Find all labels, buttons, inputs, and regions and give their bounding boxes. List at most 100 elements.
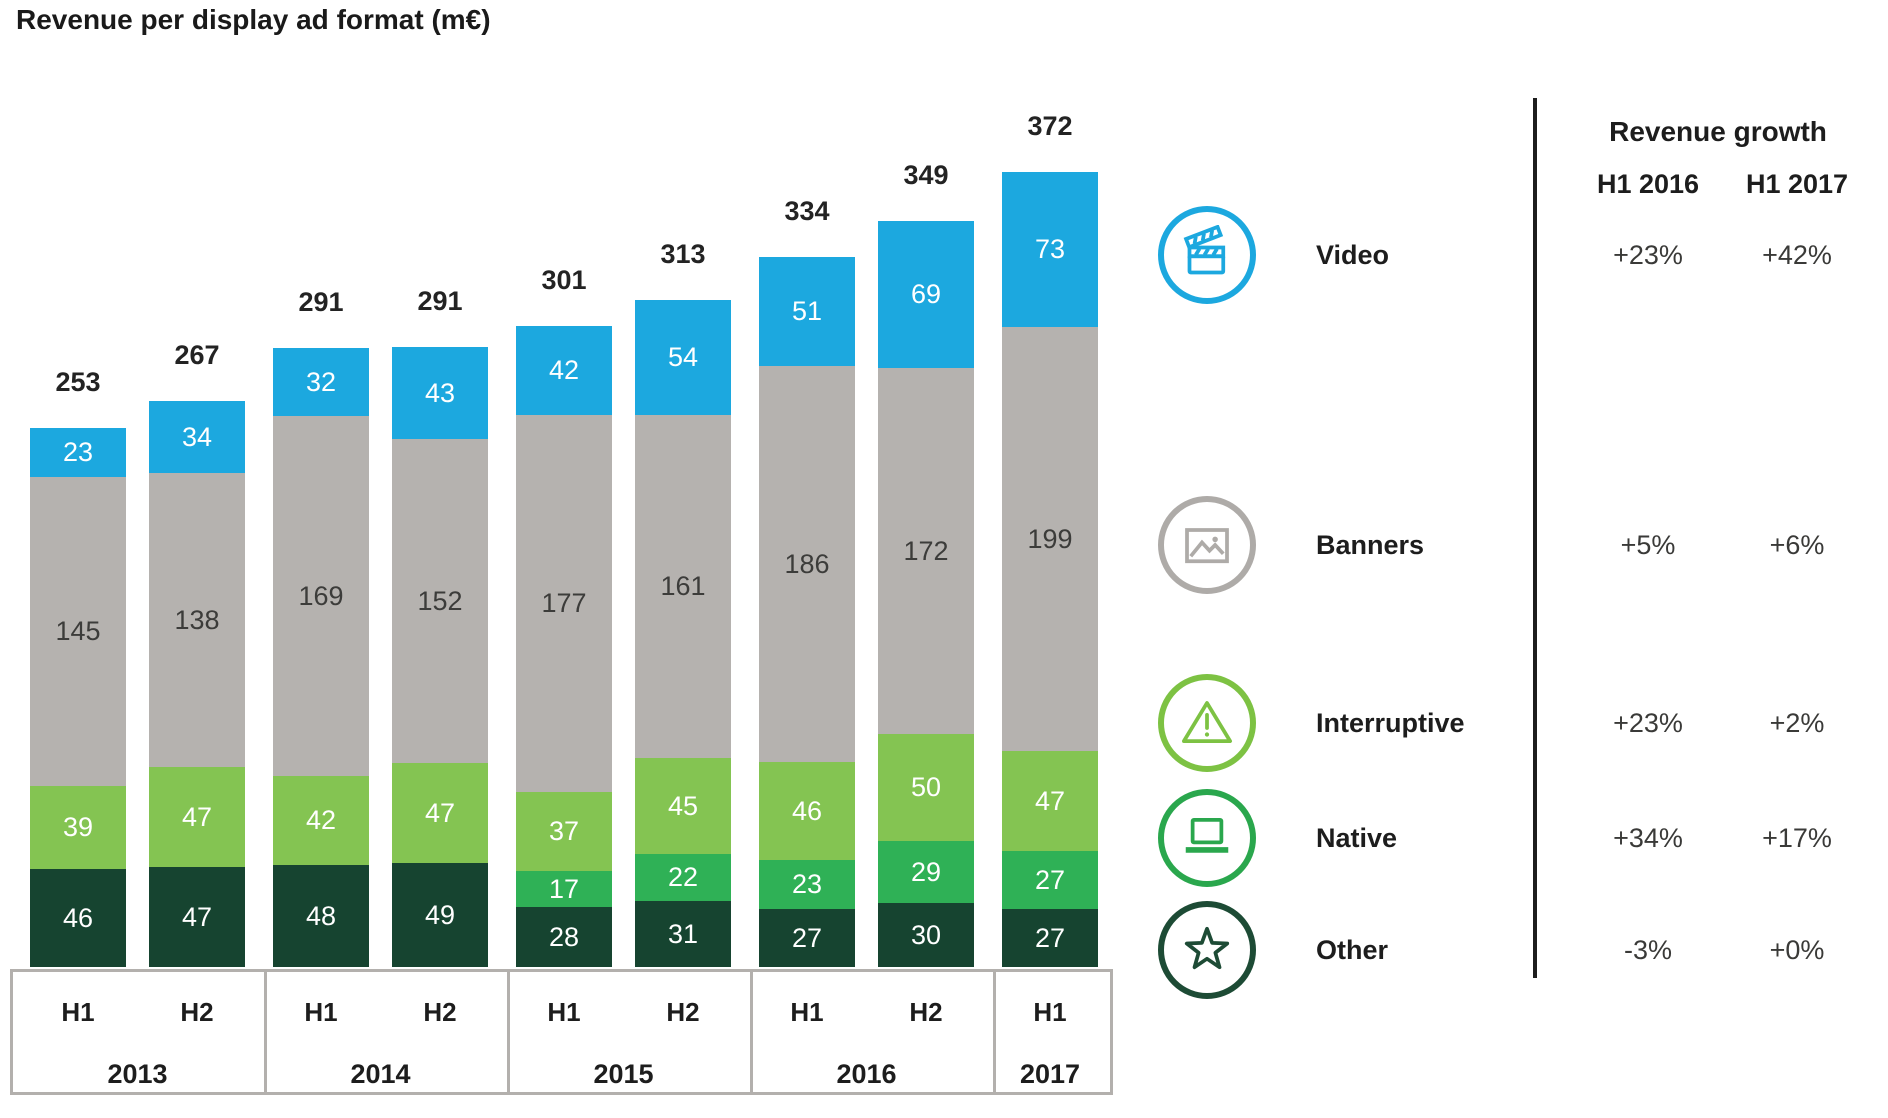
segment-interruptive: 42 (273, 776, 369, 865)
growth-value-banners-h1-2016: +5% (1620, 530, 1676, 560)
segment-value: 43 (424, 377, 456, 408)
bar-h2-2013: 47 47 138 34 (149, 401, 245, 967)
axis-year-label: 2014 (350, 1059, 411, 1089)
segment-video: 43 (392, 347, 488, 439)
segment-value: 34 (181, 421, 213, 452)
segment-other: 31 (635, 901, 731, 967)
segment-banners: 161 (635, 415, 731, 758)
growth-column-h1-2016: H1 2016 (1596, 169, 1700, 199)
bar-total-label: 267 (174, 340, 220, 370)
bar-h1-2014: 48 42 169 32 (273, 348, 369, 967)
segment-video: 23 (30, 428, 126, 477)
bar-h1-2013: 46 39 145 23 (30, 428, 126, 967)
segment-value: 152 (417, 585, 463, 616)
axis-group-separator (264, 972, 267, 1092)
segment-interruptive: 45 (635, 758, 731, 854)
segment-other: 27 (1002, 909, 1098, 967)
bar-h1-2015: 28 17 37 177 42 (516, 326, 612, 967)
segment-video: 34 (149, 401, 245, 473)
x-axis-box: H1 H2 2013 H1 H2 2014 H1 H2 2015 H1 H2 2016 H1 2017 (10, 969, 1113, 1095)
segment-value: 37 (548, 816, 580, 846)
segment-value: 45 (667, 790, 699, 821)
axis-group-separator (993, 972, 996, 1092)
segment-value: 22 (667, 862, 699, 892)
segment-banners: 172 (878, 368, 974, 734)
legend-label-interruptive: Interruptive (1316, 708, 1465, 738)
axis-group-separator (750, 972, 753, 1092)
segment-value: 49 (424, 899, 456, 930)
segment-value: 39 (62, 812, 94, 842)
warning-triangle-icon (1158, 674, 1256, 772)
bar-total-label: 253 (55, 367, 101, 397)
segment-video: 54 (635, 300, 731, 415)
segment-value: 54 (667, 342, 699, 372)
segment-value: 138 (174, 604, 220, 635)
axis-half-label: H1 (547, 997, 581, 1027)
axis-half-label: H1 (304, 997, 338, 1027)
bar-h2-2016: 30 29 50 172 69 (878, 221, 974, 967)
segment-interruptive: 47 (392, 763, 488, 863)
growth-value-banners-h1-2017: +6% (1769, 530, 1825, 560)
segment-video: 42 (516, 326, 612, 415)
growth-value-other-h1-2017: +0% (1769, 935, 1825, 965)
axis-year-label: 2015 (593, 1059, 654, 1089)
growth-value-video-h1-2016: +23% (1613, 240, 1683, 270)
segment-value: 48 (305, 900, 337, 931)
legend-label-native: Native (1316, 823, 1398, 853)
segment-interruptive: 37 (516, 792, 612, 871)
segment-value: 17 (548, 873, 580, 904)
segment-value: 50 (910, 772, 942, 802)
segment-video: 73 (1002, 172, 1098, 327)
segment-banners: 145 (30, 477, 126, 786)
stacked-bar-plot: 46 39 145 23 253 47 47 138 34 267 48 42 169 32 291 49 47… (30, 113, 1098, 967)
axis-half-label: H2 (666, 997, 700, 1027)
segment-value: 186 (784, 548, 830, 579)
segment-native: 17 (516, 871, 612, 907)
segment-value: 47 (181, 801, 213, 832)
legend-label-other: Other (1316, 935, 1389, 965)
segment-other: 28 (516, 907, 612, 967)
segment-value: 169 (298, 580, 344, 611)
segment-value: 23 (791, 869, 823, 899)
axis-half-label: H1 (61, 997, 95, 1027)
growth-value-native-h1-2017: +17% (1762, 823, 1832, 853)
segment-other: 27 (759, 909, 855, 967)
segment-other: 46 (30, 869, 126, 967)
segment-other: 47 (149, 867, 245, 967)
segment-value: 42 (305, 805, 337, 835)
segment-value: 145 (55, 616, 101, 646)
segment-banners: 138 (149, 473, 245, 767)
segment-value: 27 (1034, 864, 1066, 895)
segment-banners: 199 (1002, 327, 1098, 751)
segment-value: 51 (791, 296, 823, 326)
star-icon (1158, 901, 1256, 999)
axis-year-label: 2013 (107, 1059, 168, 1089)
segment-banners: 186 (759, 366, 855, 762)
segment-banners: 169 (273, 416, 369, 776)
growth-value-other-h1-2016: -3% (1623, 935, 1672, 965)
growth-value-interruptive-h1-2016: +23% (1613, 708, 1683, 738)
segment-value: 30 (910, 919, 942, 950)
image-icon (1158, 496, 1256, 594)
segment-banners: 152 (392, 439, 488, 763)
segment-native: 27 (1002, 851, 1098, 909)
segment-value: 47 (424, 797, 456, 828)
axis-year-label: 2017 (1019, 1059, 1081, 1089)
segment-other: 49 (392, 863, 488, 967)
bar-total-label: 291 (298, 287, 344, 317)
legend-divider (1533, 98, 1537, 978)
bar-h2-2014: 49 47 152 43 (392, 347, 488, 967)
axis-half-label: H1 (790, 997, 824, 1027)
bar-total-label: 349 (903, 160, 949, 190)
axis-half-label: H2 (180, 997, 214, 1027)
segment-interruptive: 46 (759, 762, 855, 860)
growth-table-title: Revenue growth (1609, 116, 1827, 147)
axis-half-label: H2 (423, 997, 457, 1027)
segment-value: 172 (903, 535, 949, 566)
segment-value: 31 (667, 918, 699, 949)
segment-value: 69 (910, 279, 942, 309)
bar-total-label: 334 (784, 196, 830, 226)
segment-video: 69 (878, 221, 974, 368)
segment-value: 46 (62, 902, 94, 933)
segment-value: 27 (1034, 922, 1066, 953)
